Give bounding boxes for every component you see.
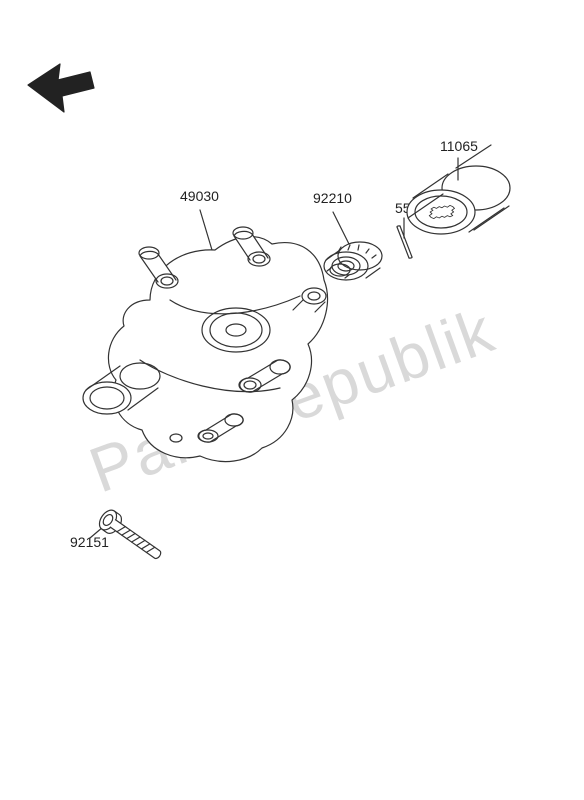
nav-arrow-icon bbox=[28, 64, 94, 112]
parts-diagram-svg bbox=[0, 0, 584, 800]
part-92151-bolt bbox=[96, 507, 166, 565]
diagram-canvas: PartsRepublik 49030 92210 550 11065 9215… bbox=[0, 0, 584, 800]
part-49030-housing bbox=[83, 227, 327, 462]
part-92210-nut bbox=[324, 242, 382, 280]
